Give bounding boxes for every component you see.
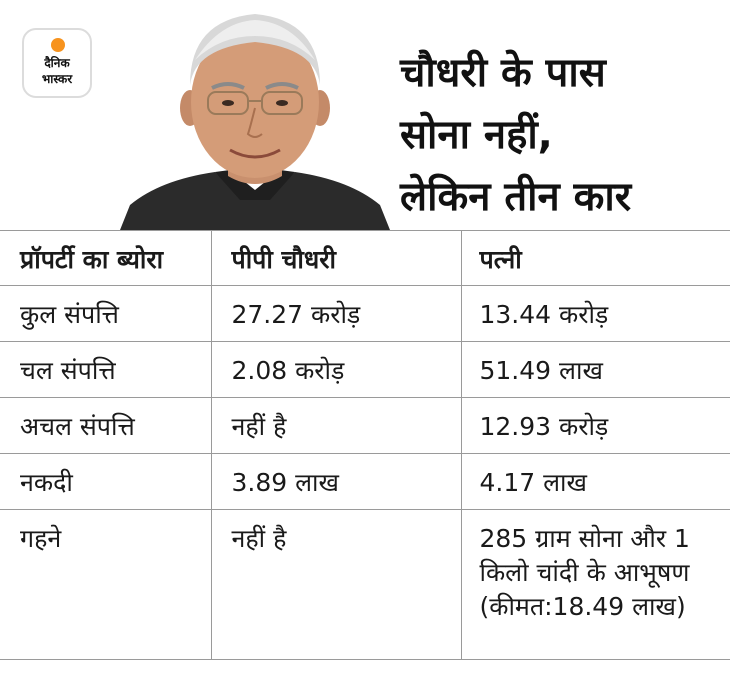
column-header-wife: पत्नी <box>460 230 730 286</box>
wife-value: 12.93 करोड़ <box>460 397 730 454</box>
table-row: कुल संपत्ति 27.27 करोड़ 13.44 करोड़ <box>0 285 730 342</box>
headline: चौधरी के पास सोना नहीं, लेकिन तीन कार <box>400 42 720 228</box>
pp-chaudhary-value: 2.08 करोड़ <box>210 341 461 398</box>
pp-chaudhary-value: 3.89 लाख <box>210 453 461 510</box>
logo-line-1: दैनिक <box>44 56 70 70</box>
row-label: नकदी <box>0 453 211 510</box>
wife-value: 13.44 करोड़ <box>460 285 730 342</box>
pp-chaudhary-value: नहीं है <box>210 397 461 454</box>
row-label: गहने <box>0 509 211 660</box>
row-label: अचल संपत्ति <box>0 397 211 454</box>
logo-line-2: भास्कर <box>41 72 73 86</box>
table-row: अचल संपत्ति नहीं है 12.93 करोड़ <box>0 397 730 454</box>
pp-chaudhary-value: 27.27 करोड़ <box>210 285 461 342</box>
wife-value: 285 ग्राम सोना और 1 किलो चांदी के आभूषण … <box>460 509 730 660</box>
headline-line-1: चौधरी के पास <box>400 50 606 96</box>
table-row: नकदी 3.89 लाख 4.17 लाख <box>0 453 730 510</box>
portrait-photo <box>120 14 390 230</box>
row-label: कुल संपत्ति <box>0 285 211 342</box>
dainik-bhaskar-logo: दैनिक भास्कर <box>22 28 92 98</box>
wife-value: 51.49 लाख <box>460 341 730 398</box>
table-row: चल संपत्ति 2.08 करोड़ 51.49 लाख <box>0 341 730 398</box>
column-header-pp-chaudhary: पीपी चौधरी <box>210 230 461 286</box>
headline-line-2: सोना नहीं, <box>400 112 553 158</box>
wife-value: 4.17 लाख <box>460 453 730 510</box>
table-header-row: प्रॉपर्टी का ब्योरा पीपी चौधरी पत्नी <box>0 230 730 286</box>
property-details-table: प्रॉपर्टी का ब्योरा पीपी चौधरी पत्नी कुल… <box>0 230 730 660</box>
table-row: गहने नहीं है 285 ग्राम सोना और 1 किलो चा… <box>0 509 730 660</box>
row-label: चल संपत्ति <box>0 341 211 398</box>
headline-line-3: लेकिन तीन कार <box>400 174 632 220</box>
article-header: दैनिक भास्कर चौधरी के पास सोना नही <box>0 0 730 230</box>
column-header-property: प्रॉपर्टी का ब्योरा <box>0 230 211 286</box>
sun-icon <box>51 38 65 52</box>
pp-chaudhary-value: नहीं है <box>210 509 461 660</box>
